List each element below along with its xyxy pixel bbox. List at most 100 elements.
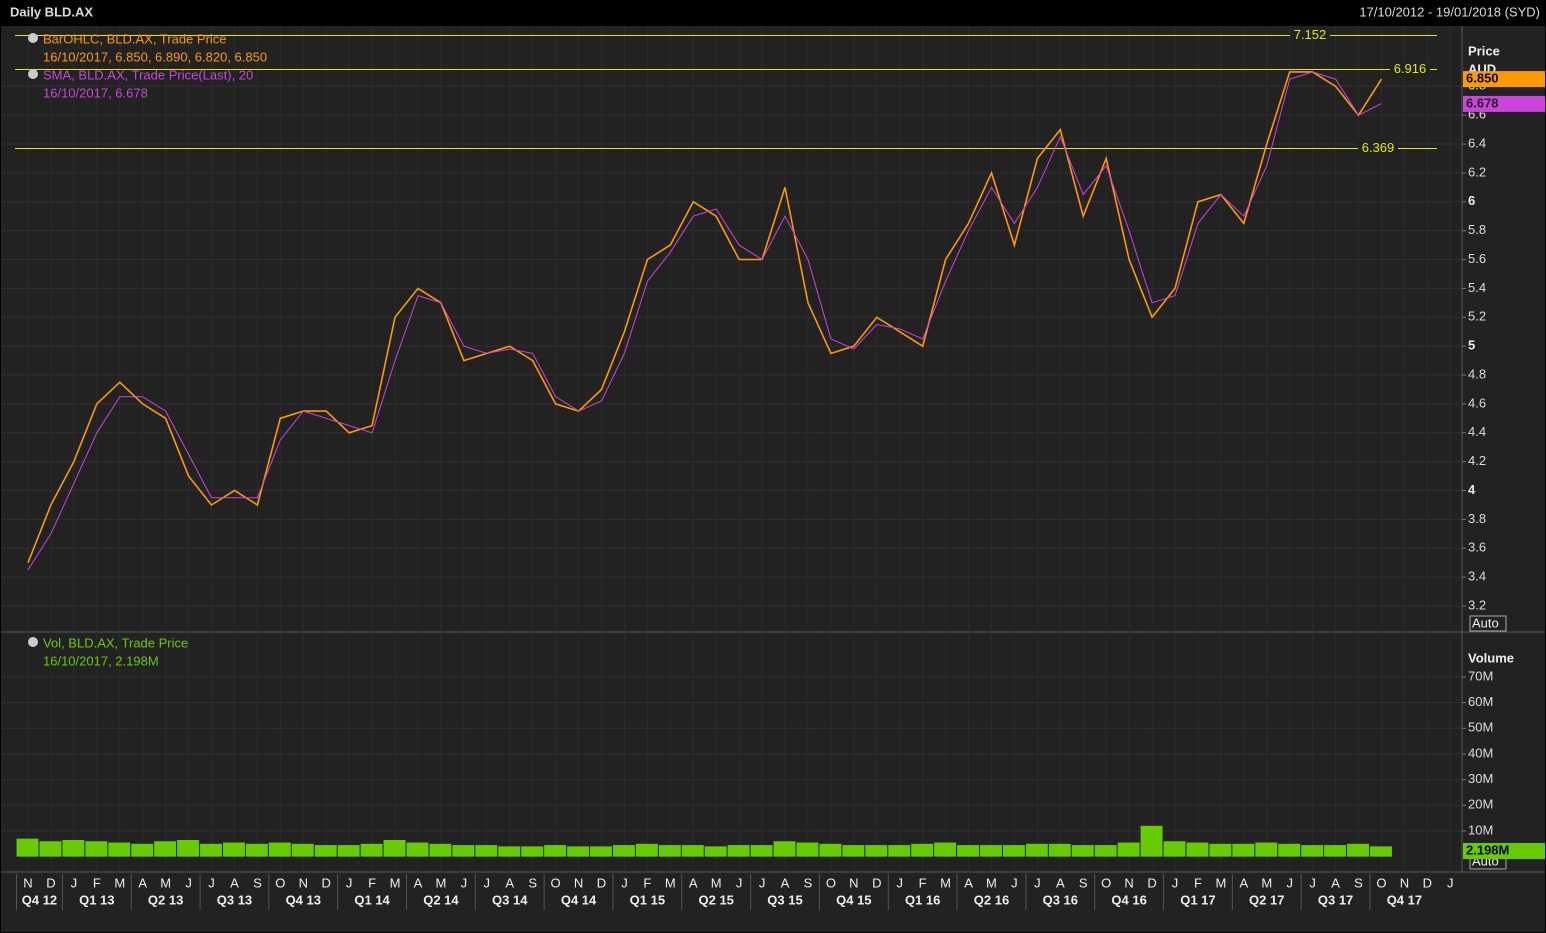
x-tick-label: S (253, 875, 262, 890)
x-tick-label: M (986, 875, 997, 890)
legend-icon (28, 69, 38, 79)
quarter-label: Q4 12 (22, 892, 57, 907)
x-tick-label: A (1239, 875, 1248, 890)
quarter-label: Q2 17 (1249, 892, 1284, 907)
volume-bar (62, 839, 85, 857)
horizontal-line-label: 6.369 (1362, 140, 1395, 155)
legend-readout: 16/10/2017, 6.678 (43, 85, 148, 100)
x-tick-label: A (505, 875, 514, 890)
x-tick-label: M (940, 875, 951, 890)
quarter-label: Q1 16 (905, 892, 940, 907)
x-tick-label: A (138, 875, 147, 890)
x-tick-label: M (1261, 875, 1272, 890)
x-tick-label: M (114, 875, 125, 890)
volume-bar (360, 843, 383, 857)
x-tick-label: J (461, 875, 468, 890)
x-tick-label: M (160, 875, 171, 890)
volume-bar (544, 845, 567, 857)
volume-bar (750, 845, 773, 857)
last-value-label: 6.850 (1466, 71, 1499, 86)
volume-bar (796, 842, 819, 857)
legend-entry: SMA, BLD.AX, Trade Price(Last), 20 (43, 67, 253, 82)
quarter-label: Q1 17 (1180, 892, 1215, 907)
x-tick-label: M (435, 875, 446, 890)
date-range: 17/10/2012 - 19/01/2018 (SYD) (1359, 4, 1540, 19)
x-tick-label: J (896, 875, 903, 890)
volume-bar (865, 845, 888, 857)
quarter-label: Q4 13 (286, 892, 321, 907)
x-tick-label: N (1124, 875, 1133, 890)
x-tick-label: N (574, 875, 583, 890)
x-tick-label: A (1056, 875, 1065, 890)
legend-icon (28, 33, 38, 43)
y-tick-label: 50M (1468, 720, 1493, 735)
volume-bar (1278, 843, 1301, 857)
x-tick-label: J (185, 875, 192, 890)
y-tick-label: 4.2 (1468, 453, 1486, 468)
scale-button (1469, 615, 1507, 632)
x-tick-label: J (346, 875, 353, 890)
volume-bar (154, 841, 177, 857)
x-tick-label: A (1331, 875, 1340, 890)
y-tick-label: 4.8 (1468, 366, 1486, 381)
x-tick-label: F (93, 875, 101, 890)
x-tick-label: D (322, 875, 331, 890)
x-tick-label: J (1172, 875, 1179, 890)
volume-bar (1301, 845, 1324, 857)
x-tick-label: N (23, 875, 32, 890)
volume-bar (406, 842, 429, 857)
x-tick-label: F (368, 875, 376, 890)
volume-bar (521, 846, 544, 857)
x-tick-label: S (804, 875, 813, 890)
volume-bar (704, 846, 727, 857)
volume-bar (475, 845, 498, 857)
y-tick-label: 5.2 (1468, 309, 1486, 324)
x-tick-label: O (275, 875, 285, 890)
last-value-box (1463, 71, 1545, 88)
plot-bg (1, 26, 1545, 932)
y-axis-label: Volume (1468, 650, 1514, 665)
quarter-label: Q2 14 (423, 892, 459, 907)
volume-bar (245, 843, 268, 857)
volume-bar (681, 845, 704, 857)
volume-bar (1117, 842, 1140, 857)
x-tick-label: J (484, 875, 491, 890)
x-tick-label: J (1286, 875, 1293, 890)
volume-bar (911, 843, 934, 857)
x-tick-label: J (736, 875, 743, 890)
volume-bar (957, 845, 980, 857)
volume-bar (590, 846, 612, 857)
volume-bar (567, 846, 590, 857)
volume-bar (1347, 843, 1369, 857)
x-tick-label: N (1400, 875, 1409, 890)
x-tick-label: D (1423, 875, 1432, 890)
volume-bar (337, 845, 360, 857)
quarter-label: Q3 15 (767, 892, 802, 907)
quarter-label: Q2 16 (974, 892, 1009, 907)
x-tick-label: J (759, 875, 766, 890)
y-tick-label: 4.4 (1468, 424, 1486, 439)
quarter-label: Q3 14 (492, 892, 528, 907)
volume-bar (1025, 843, 1048, 857)
x-tick-label: J (1011, 875, 1018, 890)
volume-bar (1163, 841, 1186, 857)
x-tick-label: M (665, 875, 676, 890)
horizontal-line-label-bg (1390, 61, 1430, 78)
volume-bar (498, 846, 521, 857)
quarter-label: Q1 15 (630, 892, 665, 907)
y-tick-label: 6.4 (1468, 135, 1486, 150)
scale-button-label: Auto (1472, 615, 1499, 630)
legend-entry: BarOHLC, BLD.AX, Trade Price (43, 31, 227, 46)
volume-bar (1324, 845, 1347, 857)
quarter-label: Q1 13 (79, 892, 114, 907)
x-tick-label: A (781, 875, 790, 890)
volume-bar (888, 845, 911, 857)
volume-bar (16, 838, 39, 857)
quarter-label: Q1 14 (354, 892, 390, 907)
volume-bar (1209, 843, 1232, 857)
x-tick-label: D (1147, 875, 1156, 890)
volume-bar (819, 843, 842, 857)
volume-bar (727, 845, 750, 857)
y-tick-label: 6.2 (1468, 164, 1486, 179)
volume-bar (1186, 842, 1209, 857)
